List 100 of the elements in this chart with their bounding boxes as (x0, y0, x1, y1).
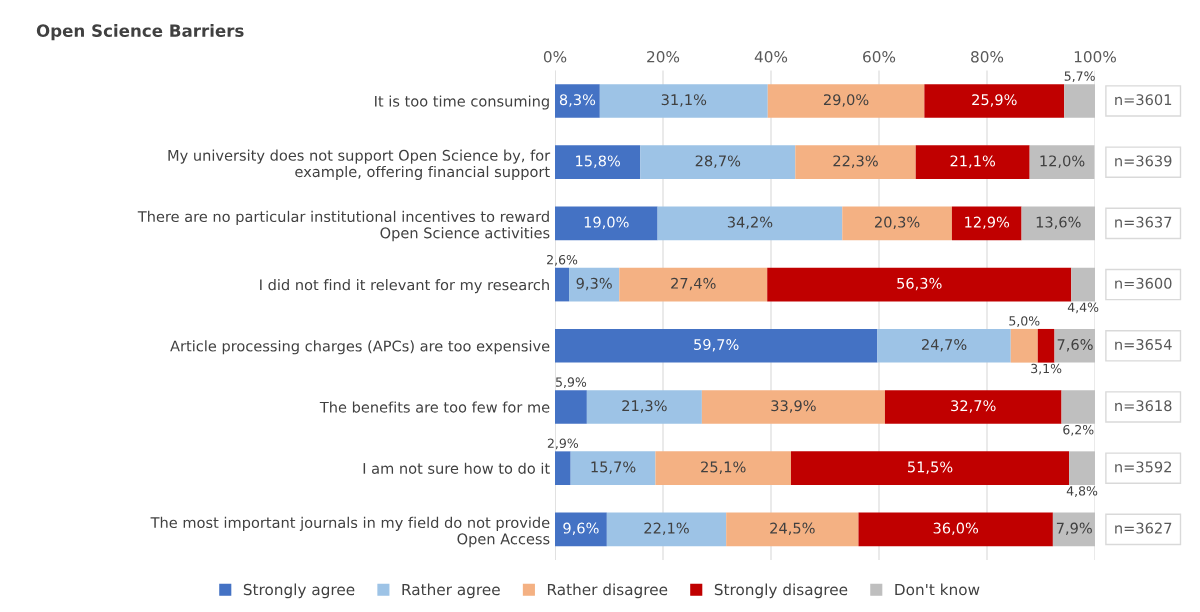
data-label: 36,0% (933, 522, 979, 536)
data-label: 21,1% (950, 155, 996, 168)
bar (877, 328, 1011, 363)
data-label: 28,7% (695, 155, 741, 168)
y-tick-label: Article processing charges (APCs) are too expensive (170, 340, 550, 355)
bar (555, 328, 878, 363)
data-label: 7,9% (1056, 522, 1092, 536)
data-label: 22,1% (644, 522, 689, 536)
x-tick-label: 20% (647, 51, 680, 63)
data-label: 9,3% (576, 277, 612, 291)
data-label: 7,6% (1057, 338, 1093, 352)
data-label: 8,3% (559, 94, 596, 107)
data-label: 24,5% (770, 522, 815, 536)
bar (569, 267, 620, 302)
text: n=3639 (1115, 155, 1172, 167)
y-tick-label: The most important journals in my field do not provide Open Access (150, 516, 550, 548)
data-label: 24,7% (921, 338, 967, 352)
bar (924, 84, 1065, 118)
data-label: 34,2% (727, 216, 773, 230)
data-label: 27,4% (671, 277, 716, 291)
data-label: 25,9% (972, 94, 1017, 107)
text: n=3601 (1115, 94, 1172, 106)
data-label: 2,9% (547, 438, 579, 450)
data-label: 5,0% (1009, 316, 1040, 327)
bar (1052, 512, 1095, 547)
legend-label: Strongly disagree (714, 583, 848, 599)
bar (640, 145, 796, 180)
data-label: 13,6% (1036, 216, 1081, 230)
bar (1069, 451, 1095, 486)
text: n=3637 (1115, 216, 1172, 228)
data-label: 3,1% (1031, 363, 1062, 375)
data-label: 6,2% (1063, 424, 1094, 436)
data-label: 20,3% (875, 216, 920, 230)
bar (915, 145, 1030, 180)
y-tick-label: The benefits are too few for me (319, 401, 550, 413)
bar (555, 84, 600, 118)
legend-label: Don't know (895, 583, 980, 596)
legend-label: Strongly agree (243, 583, 355, 599)
bar (726, 512, 859, 547)
bar (586, 390, 702, 424)
bar (657, 206, 843, 241)
bar (884, 390, 1062, 424)
y-tick-label: My university does not support Open Science by, for example, offering financial support (168, 149, 551, 181)
bar (1010, 328, 1038, 363)
bar (767, 267, 1072, 302)
bar (555, 451, 571, 486)
bar (1064, 84, 1095, 118)
data-label: 4,4% (1067, 302, 1099, 314)
y-tick-label: I did not find it relevant for my research (260, 279, 549, 294)
bar (701, 390, 885, 424)
text: n=3618 (1115, 400, 1172, 412)
bar (767, 84, 925, 118)
data-label: 15,7% (591, 461, 636, 474)
bar (1061, 390, 1095, 424)
x-tick-label: 60% (863, 51, 896, 63)
x-tick-label: 40% (754, 51, 788, 63)
bar (1021, 206, 1095, 241)
data-label: 29,0% (823, 94, 869, 107)
bar (951, 206, 1022, 241)
data-label: 9,6% (563, 522, 599, 536)
text: n=3654 (1115, 338, 1172, 351)
data-label: 21,3% (622, 400, 667, 413)
bar (1029, 145, 1095, 180)
data-label: 25,1% (701, 461, 746, 474)
data-label: 4,8% (1066, 486, 1098, 497)
bar (619, 267, 768, 302)
data-label: 59,7% (694, 338, 739, 352)
bar (1071, 267, 1095, 302)
data-label: 56,3% (897, 277, 942, 291)
data-label: 5,7% (1064, 71, 1095, 83)
legend-label: Rather agree (402, 583, 500, 599)
bar (795, 145, 916, 180)
data-label: 5,9% (556, 377, 587, 389)
x-tick-label: 100% (1074, 51, 1116, 63)
data-label: 22,3% (833, 155, 878, 168)
data-label: 12,9% (965, 216, 1010, 230)
data-label: 19,0% (584, 216, 629, 230)
bar (790, 451, 1070, 486)
data-label: 32,7% (951, 400, 996, 413)
data-label: 2,6% (547, 254, 578, 266)
text: n=3592 (1115, 461, 1172, 473)
text: n=3600 (1115, 277, 1172, 289)
bar (1054, 328, 1095, 363)
bar (555, 206, 658, 241)
data-label: 51,5% (907, 461, 953, 474)
y-tick-label: I am not sure how to do it (363, 462, 550, 474)
x-tick-label: 80% (971, 51, 1004, 63)
bar (655, 451, 791, 486)
data-label: 12,0% (1040, 155, 1085, 168)
bar (570, 451, 656, 486)
y-tick-label: There are no particular institutional incentives to reward Open Science activities (137, 210, 550, 242)
bar (555, 390, 587, 424)
data-label: 31,1% (661, 94, 707, 107)
bar (1037, 328, 1055, 363)
bar (555, 145, 641, 180)
bar (842, 206, 952, 241)
text: n=3627 (1115, 522, 1172, 534)
bar (858, 512, 1053, 547)
bar (555, 267, 570, 302)
legend-label: Rather disagree (547, 583, 668, 599)
